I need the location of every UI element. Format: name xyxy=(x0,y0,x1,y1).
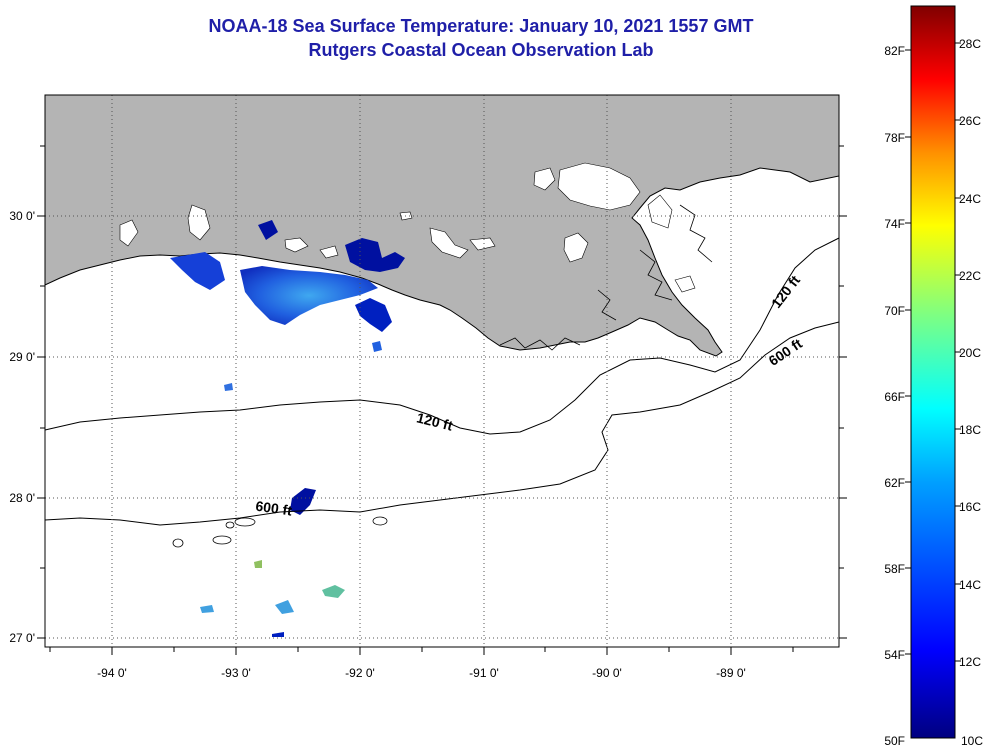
sst-data-patches xyxy=(170,220,405,637)
lon-label: -93 0' xyxy=(221,666,251,680)
colorbar-ticks xyxy=(905,42,961,662)
lat-label: 30 0' xyxy=(9,209,35,223)
colorbar-c-label: 14C xyxy=(959,578,981,592)
lon-label: -91 0' xyxy=(469,666,499,680)
colorbar-f-label: 58F xyxy=(884,562,905,576)
tick-marks xyxy=(37,145,847,655)
lon-label: -90 0' xyxy=(592,666,622,680)
colorbar-f-label: 66F xyxy=(884,390,905,404)
colorbar-c-label: 20C xyxy=(959,346,981,360)
colorbar-f-label: 74F xyxy=(884,217,905,231)
lon-label: -92 0' xyxy=(345,666,375,680)
lat-label: 28 0' xyxy=(9,491,35,505)
colorbar-f-label: 82F xyxy=(884,44,905,58)
map-frame xyxy=(44,94,840,648)
colorbar-f-label: 78F xyxy=(884,131,905,145)
colorbar-f-label: 50F xyxy=(884,734,905,748)
isobath-120ft xyxy=(44,237,840,435)
contour-label: 600 ft xyxy=(255,498,294,519)
isobath-600ft xyxy=(44,321,840,526)
colorbar-f-label: 62F xyxy=(884,476,905,490)
colorbar-c-label: 22C xyxy=(959,269,981,283)
lat-label: 29 0' xyxy=(9,350,35,364)
colorbar xyxy=(910,5,956,739)
colorbar-c-label: 16C xyxy=(959,500,981,514)
lon-label: -89 0' xyxy=(716,666,746,680)
lat-label: 27 0' xyxy=(9,631,35,645)
colorbar-f-label: 54F xyxy=(884,648,905,662)
lon-label: -94 0' xyxy=(97,666,127,680)
colorbar-c-label: 28C xyxy=(959,37,981,51)
chart-subtitle: Rutgers Coastal Ocean Observation Lab xyxy=(308,40,654,60)
grid-lines xyxy=(45,95,839,647)
inland-lakes xyxy=(119,162,696,293)
chart-title: NOAA-18 Sea Surface Temperature: January… xyxy=(208,16,754,36)
small-contours xyxy=(172,516,388,548)
delta-fringe xyxy=(499,204,713,351)
colorbar-f-label: 70F xyxy=(884,304,905,318)
colorbar-c-label: 12C xyxy=(959,655,981,669)
colorbar-c-label: 18C xyxy=(959,423,981,437)
colorbar-c-label: 26C xyxy=(959,114,981,128)
land-mass xyxy=(44,94,840,357)
colorbar-c-label: 10C xyxy=(961,734,983,748)
colorbar-c-label: 24C xyxy=(959,192,981,206)
